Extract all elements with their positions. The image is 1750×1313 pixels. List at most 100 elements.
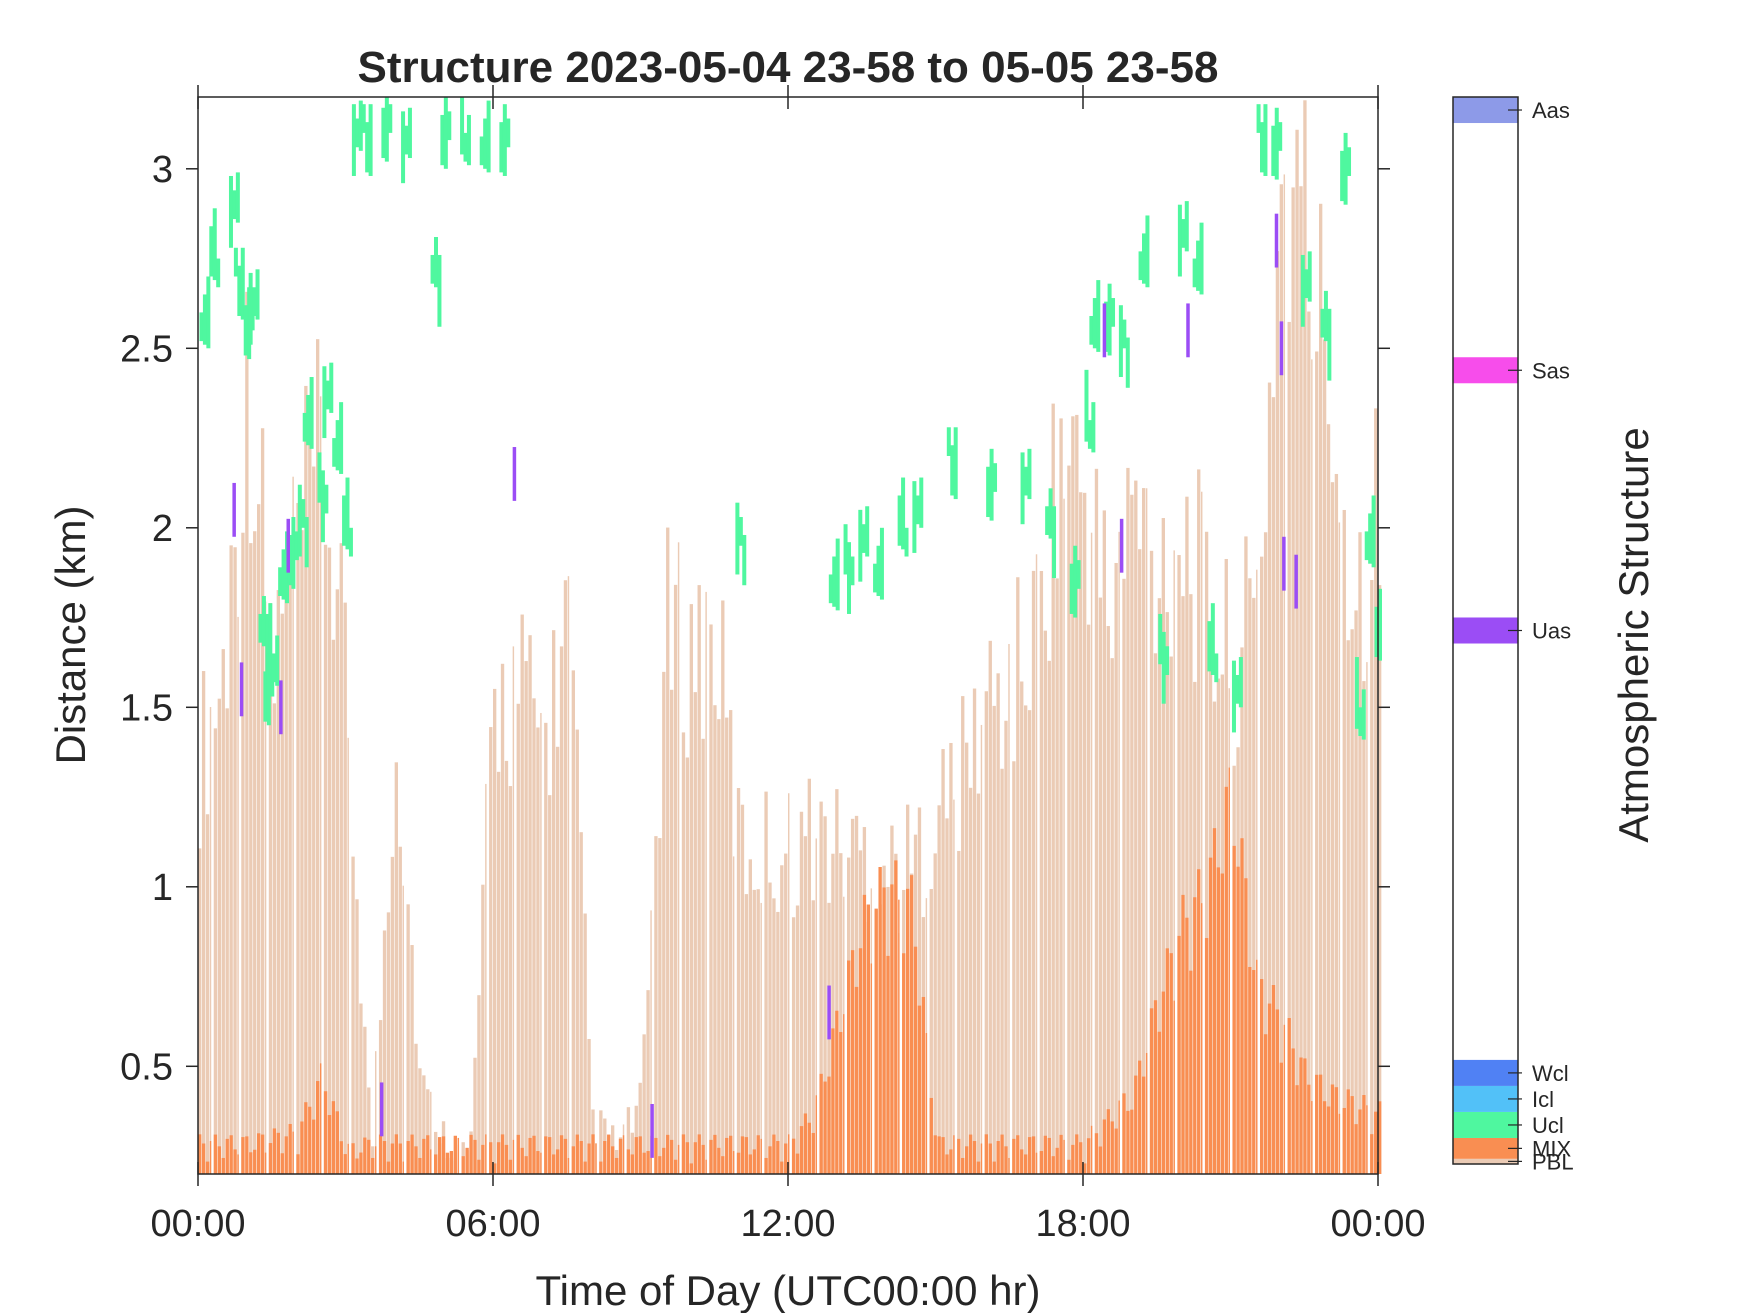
pbl-column — [347, 737, 349, 1174]
mix-column — [819, 1073, 823, 1174]
mix-column — [638, 1136, 642, 1174]
uas-mark — [279, 680, 283, 735]
pbl-column — [1130, 494, 1134, 1174]
pbl-column — [473, 1057, 477, 1174]
mix-column — [1071, 1144, 1075, 1174]
mix-column — [1287, 1018, 1291, 1174]
mix-column — [217, 1146, 221, 1174]
mix-column — [898, 899, 900, 1174]
pbl-column — [264, 601, 267, 1174]
pbl-column — [229, 545, 233, 1174]
mix-column — [308, 1106, 312, 1174]
ucl-cloud-mark — [1020, 452, 1025, 525]
ucl-cloud-mark — [1092, 298, 1097, 349]
pbl-column — [972, 688, 977, 1174]
pbl-column — [512, 646, 515, 1174]
mix-column — [1350, 1096, 1354, 1174]
mix-column — [642, 1152, 646, 1174]
pbl-column — [1338, 522, 1341, 1174]
mix-column — [768, 1146, 772, 1174]
pbl-column — [713, 705, 717, 1174]
ucl-cloud-mark — [1096, 280, 1101, 352]
mix-column — [351, 1143, 355, 1174]
pbl-column — [961, 696, 965, 1174]
uas-mark — [1294, 554, 1298, 609]
pbl-column — [386, 912, 391, 1174]
mix-column — [555, 1149, 560, 1174]
pbl-column — [1086, 624, 1091, 1174]
mix-column — [1193, 897, 1197, 1174]
pbl-column — [1161, 518, 1165, 1174]
mix-column — [756, 1135, 760, 1174]
pbl-column — [1267, 382, 1272, 1174]
pbl-column — [1334, 473, 1339, 1175]
pbl-column — [1149, 550, 1154, 1174]
pbl-column — [732, 856, 735, 1174]
mix-column — [1051, 1156, 1055, 1174]
pbl-column — [1000, 768, 1004, 1174]
pbl-column — [410, 945, 414, 1174]
pbl-column — [532, 698, 536, 1174]
ucl-cloud-mark — [324, 484, 329, 514]
pbl-column — [780, 865, 784, 1174]
mix-column — [343, 1154, 347, 1174]
pbl-column — [662, 671, 666, 1174]
mix-column — [253, 1149, 257, 1174]
colorbar-tick-label: Icl — [1532, 1087, 1554, 1112]
pbl-column — [1118, 531, 1120, 1174]
mix-column — [1244, 878, 1248, 1174]
mix-column — [1090, 1125, 1093, 1174]
mix-column — [1362, 1095, 1366, 1174]
uas-mark — [1279, 321, 1284, 376]
pbl-column — [1362, 681, 1366, 1174]
mix-column — [579, 1141, 583, 1174]
mix-column — [520, 1147, 524, 1174]
mix-column — [213, 1134, 218, 1174]
x-tick-label: 12:00 — [740, 1203, 835, 1245]
pbl-column — [481, 884, 485, 1174]
pbl-column — [1090, 532, 1093, 1174]
mix-column — [1212, 828, 1217, 1174]
mix-column — [434, 1154, 438, 1174]
pbl-column — [327, 547, 332, 1174]
mix-column — [815, 1095, 817, 1174]
mix-column — [485, 1134, 487, 1174]
mix-column — [1126, 1110, 1130, 1174]
pbl-column — [567, 576, 570, 1174]
ucl-cloud-mark — [1192, 258, 1197, 288]
mix-column — [390, 1143, 395, 1174]
ucl-cloud-mark — [873, 563, 878, 593]
mix-column — [398, 1143, 402, 1174]
pbl-column — [646, 990, 650, 1174]
pbl-column — [280, 613, 284, 1174]
mix-column — [1106, 1109, 1110, 1174]
mix-column — [961, 1157, 965, 1174]
mix-column — [1291, 1048, 1295, 1174]
mix-column — [1354, 1124, 1358, 1174]
ucl-cloud-mark — [1118, 305, 1123, 378]
mix-column — [1083, 1163, 1087, 1174]
ucl-cloud-mark — [1263, 104, 1268, 176]
pbl-column — [1275, 251, 1280, 1174]
ucl-cloud-mark — [1024, 466, 1028, 496]
pbl-column — [288, 566, 292, 1174]
mix-column — [992, 1161, 996, 1174]
uas-mark — [1186, 303, 1190, 358]
mix-column — [481, 1144, 485, 1174]
mix-column — [1055, 1147, 1059, 1174]
mix-column — [426, 1135, 430, 1174]
ucl-cloud-mark — [828, 574, 833, 604]
mix-column — [1161, 991, 1165, 1174]
colorbar-swatch — [1453, 1059, 1518, 1086]
pbl-column — [1370, 579, 1374, 1174]
ucl-cloud-mark — [407, 107, 412, 159]
mix-column — [968, 1134, 973, 1174]
mix-column — [996, 1141, 1000, 1174]
pbl-column — [1024, 705, 1028, 1174]
pbl-column — [1106, 626, 1110, 1174]
ucl-cloud-mark — [199, 312, 204, 342]
ucl-cloud-mark — [263, 671, 268, 722]
colorbar-tick-label: Ucl — [1532, 1113, 1564, 1138]
mix-column — [512, 1139, 515, 1174]
